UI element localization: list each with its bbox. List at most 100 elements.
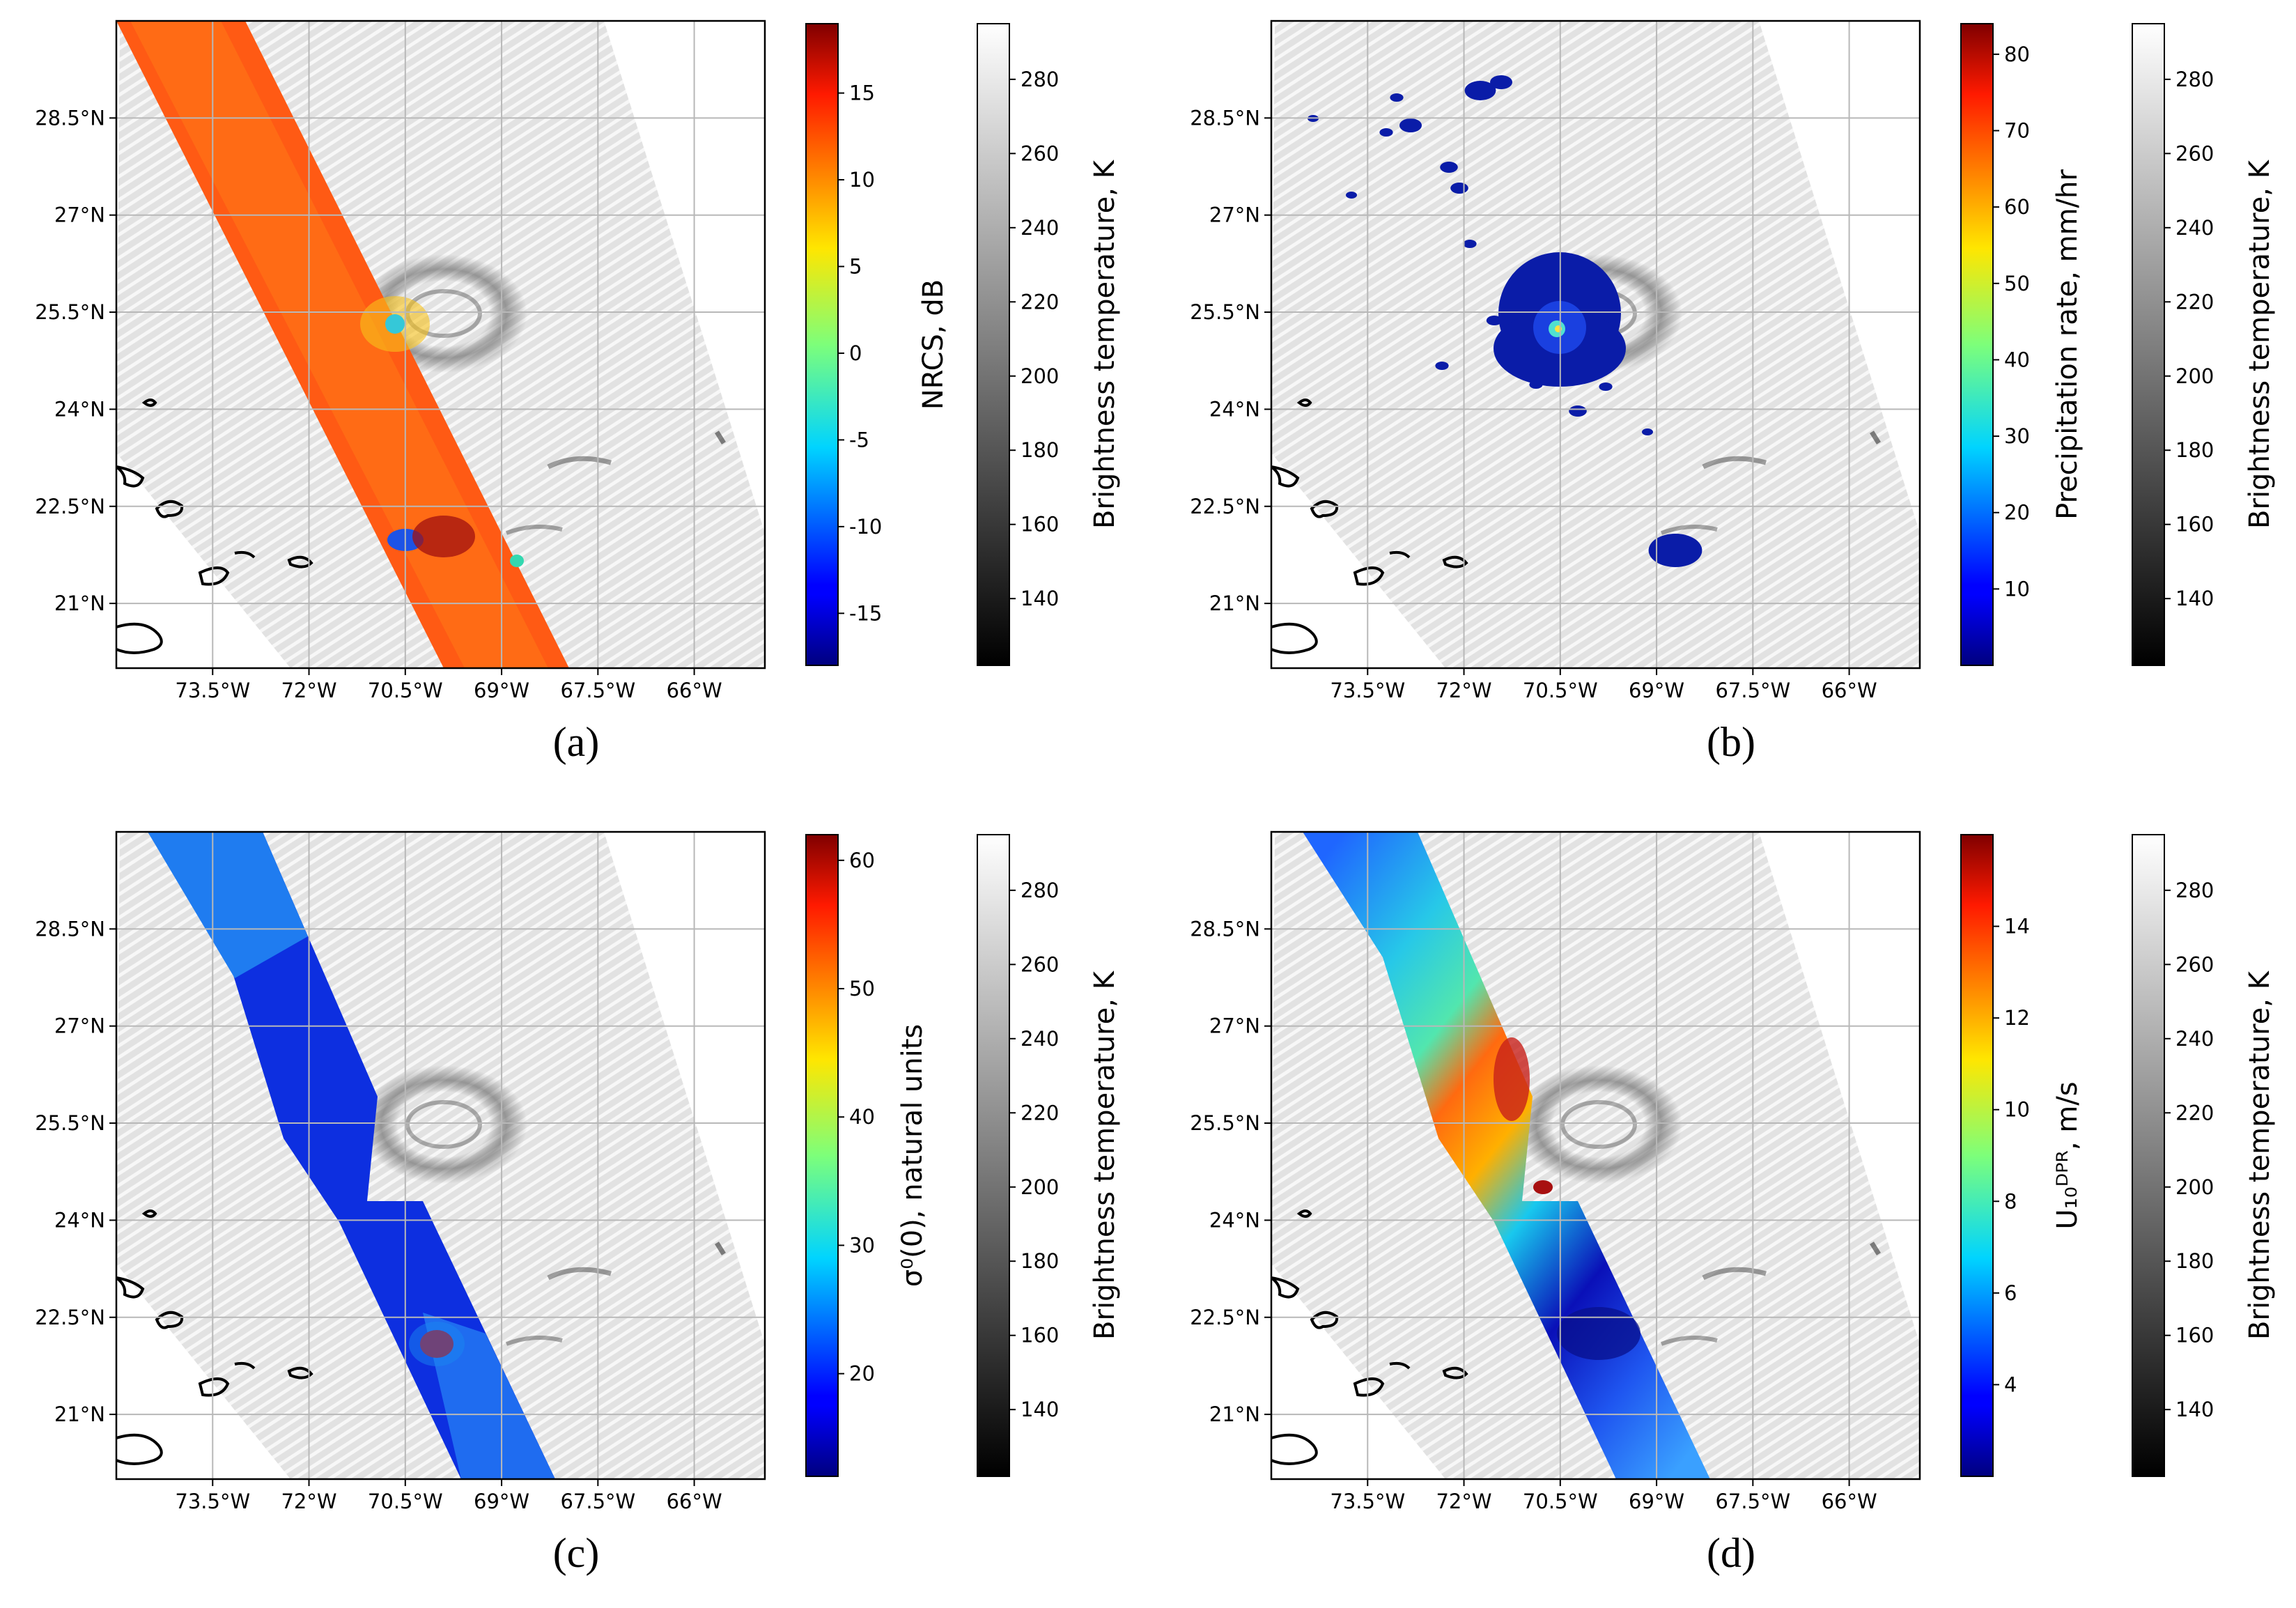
panel-label: (c) <box>553 1530 600 1576</box>
colorbar-primary-tick-label: 10 <box>849 168 875 192</box>
cold-band <box>547 1267 612 1281</box>
colorbar-brightness-tick-label: 220 <box>1021 1101 1059 1124</box>
coastline <box>116 1276 145 1299</box>
x-tick-label: 67.5°W <box>1715 1490 1790 1513</box>
x-tick-label: 66°W <box>667 679 722 702</box>
axes-frame <box>1270 830 1921 1481</box>
x-tick-label: 69°W <box>474 1490 529 1513</box>
y-tick-label: 27°N <box>54 1014 105 1038</box>
coastline <box>1296 399 1312 407</box>
colorbar-brightness-tick-label: 220 <box>1021 290 1059 314</box>
y-tick-label: 24°N <box>1209 397 1260 421</box>
colorbar-primary-bar <box>1960 23 1994 666</box>
y-tick-label: 24°N <box>54 397 105 421</box>
storm-eye-ring <box>405 1100 482 1149</box>
x-tick-label: 70.5°W <box>1523 679 1598 702</box>
cold-spot <box>715 1242 726 1255</box>
coastline <box>1442 555 1468 569</box>
colorbar-brightness-tick-label: 200 <box>1021 364 1059 388</box>
colorbar-brightness-tick-label: 140 <box>2175 587 2214 610</box>
coastline <box>116 622 163 654</box>
coastline <box>1353 566 1385 586</box>
cold-band <box>1660 1336 1718 1346</box>
panel-b: 73.5°W 72°W 70.5°W 69°W 67.5°W 66°W 28.5°N 27°N… <box>1190 20 2276 765</box>
rain-cell <box>1390 93 1404 102</box>
cold-band <box>505 525 563 535</box>
colorbar-brightness-tick-label: 240 <box>1021 216 1059 240</box>
coastline <box>1271 1276 1300 1299</box>
cold-band <box>505 1336 563 1346</box>
x-tick-label: 67.5°W <box>560 1490 635 1513</box>
colorbar-primary-tick-label: 10 <box>2004 1098 2030 1122</box>
rain-cell <box>1440 162 1458 173</box>
rain-cell <box>1435 362 1449 370</box>
axes-frame <box>1270 20 1921 670</box>
cold-spot <box>715 431 726 444</box>
colorbar-primary-tick-label: 60 <box>849 849 875 872</box>
x-tick-label: 70.5°W <box>368 1490 443 1513</box>
coastline <box>155 1311 184 1329</box>
rain-cell <box>1379 128 1393 137</box>
colorbar-brightness-tick-label: 260 <box>1021 141 1059 165</box>
x-tick-label: 69°W <box>1629 679 1684 702</box>
x-tick-label: 67.5°W <box>1715 679 1790 702</box>
colorbar-brightness-tick-label: 180 <box>2175 1249 2214 1273</box>
x-tick-label: 70.5°W <box>1523 1490 1598 1513</box>
colorbar-primary-tick-label: 40 <box>849 1105 875 1129</box>
x-tick-label: 73.5°W <box>1330 1490 1405 1513</box>
coastline <box>1271 465 1300 488</box>
y-tick-label: 27°N <box>1209 203 1260 227</box>
y-tick-label: 25.5°N <box>1190 1111 1260 1135</box>
wind-max <box>1494 1037 1530 1121</box>
storm-ring <box>360 1065 527 1184</box>
y-tick-label: 27°N <box>1209 1014 1260 1038</box>
colorbar-primary-tick-label: 70 <box>2004 119 2030 143</box>
colorbar-primary-tick-label: 8 <box>2004 1189 2017 1213</box>
coastline <box>287 555 313 569</box>
colorbar-primary-tick-label: 0 <box>849 341 862 365</box>
coastline <box>1442 1366 1468 1379</box>
coastline <box>1271 622 1318 654</box>
colorbar-primary-tick-label: 20 <box>849 1362 875 1386</box>
colorbar-brightness-tick-label: 240 <box>1021 1027 1059 1051</box>
colorbar-primary-tick-label: 50 <box>849 977 875 1000</box>
coastline <box>198 566 230 586</box>
panel-d: 73.5°W 72°W 70.5°W 69°W 67.5°W 66°W 28.5°N 27°N… <box>1190 830 2276 1576</box>
map-area <box>1271 21 1920 668</box>
y-tick-label: 21°N <box>1209 592 1260 615</box>
coastline <box>141 399 157 407</box>
cold-band <box>1702 456 1767 470</box>
colorbar-brightness-label: Brightness temperature, K <box>1089 970 1121 1340</box>
x-tick-label: 72°W <box>1436 679 1491 702</box>
colorbar-primary-tick-label: -5 <box>849 428 869 451</box>
axes-frame <box>115 830 766 1481</box>
coastline <box>1389 1361 1411 1370</box>
coastline <box>1389 550 1411 559</box>
nrcs-eye <box>385 314 405 334</box>
coastline <box>1310 500 1339 518</box>
colorbar-primary-tick-label: 20 <box>2004 501 2030 525</box>
colorbar-primary-tick-label: 60 <box>2004 195 2030 219</box>
colorbar-brightness-label: Brightness temperature, K <box>2244 970 2276 1340</box>
colorbar-primary-label: Precipitation rate, mm/hr <box>2051 169 2084 520</box>
y-tick-label: 21°N <box>54 592 105 615</box>
x-tick-label: 72°W <box>1436 1490 1491 1513</box>
cold-band <box>1702 1267 1767 1281</box>
sigma0-north <box>148 832 308 978</box>
nrcs-spot <box>510 555 524 567</box>
colorbar-primary-bar <box>805 23 839 666</box>
colorbar-primary-tick-label: 30 <box>2004 424 2030 448</box>
rain-cell <box>1642 428 1653 435</box>
colorbar-brightness-tick-label: 280 <box>2175 68 2214 91</box>
coastline <box>1353 1377 1385 1397</box>
colorbar-primary-tick-label: 10 <box>2004 577 2030 601</box>
y-tick-label: 25.5°N <box>1190 300 1260 324</box>
coastline <box>234 550 256 559</box>
storm-eye-ring <box>1560 1100 1637 1149</box>
y-tick-label: 24°N <box>54 1208 105 1232</box>
colorbar-brightness-tick-label: 220 <box>2175 290 2214 314</box>
panel-c: 73.5°W 72°W 70.5°W 69°W 67.5°W 66°W 28.5°N 27°N… <box>35 830 1121 1576</box>
x-tick-label: 66°W <box>1822 679 1877 702</box>
colorbar-brightness-tick-label: 220 <box>2175 1101 2214 1124</box>
map-area <box>116 21 765 668</box>
